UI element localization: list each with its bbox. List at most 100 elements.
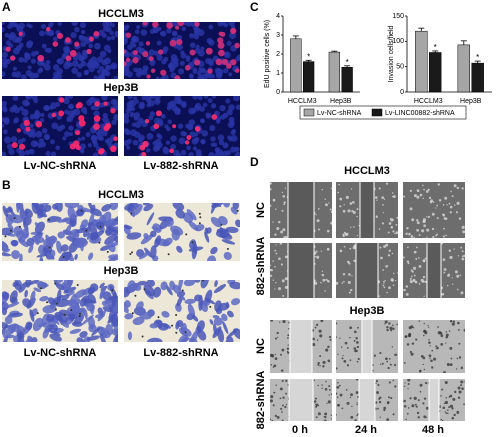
edu-spot [169, 148, 174, 154]
speckle [284, 277, 288, 281]
y-axis-label: EdU positive cells (%) [264, 20, 271, 88]
nucleus [224, 51, 229, 57]
cell [13, 225, 23, 236]
cell [150, 245, 157, 259]
speckle [428, 354, 432, 358]
cell [223, 251, 232, 260]
nucleus [165, 140, 171, 145]
speckle [341, 282, 344, 284]
nucleus [93, 75, 98, 79]
nucleus [15, 37, 22, 44]
nucleus [148, 115, 154, 121]
speckle [339, 337, 341, 339]
micrograph-content [336, 379, 398, 421]
speckle [428, 326, 430, 328]
nucleus [127, 44, 133, 51]
speckle [325, 278, 328, 281]
x-tick-label: HCCLM3 [414, 98, 443, 105]
speckle [442, 204, 445, 206]
nucleus [217, 134, 225, 142]
speckle [391, 252, 394, 255]
micrograph [336, 379, 398, 421]
nucleus [176, 98, 182, 105]
cell [152, 286, 162, 298]
cell [47, 297, 57, 306]
legend-label: Lv-NC-shRNA [317, 110, 362, 117]
speckle [406, 343, 410, 346]
nucleus [189, 73, 194, 78]
speckle [272, 279, 275, 281]
speckle [422, 184, 424, 187]
nucleus [166, 28, 172, 34]
speckle [405, 285, 409, 288]
pore [47, 218, 50, 221]
cell [172, 284, 182, 295]
nucleus [24, 150, 30, 156]
nucleus [124, 128, 130, 134]
speckle [452, 283, 454, 285]
edu-spot [110, 108, 116, 114]
speckle [425, 416, 428, 419]
nucleus [29, 123, 34, 129]
nucleus [212, 142, 218, 147]
speckle [404, 385, 406, 388]
pore [111, 289, 114, 292]
speckle [443, 402, 446, 405]
nucleus [63, 45, 70, 53]
speckle [328, 336, 332, 339]
nucleus [44, 48, 50, 53]
speckle [392, 379, 395, 382]
cell [76, 337, 86, 342]
pore [4, 235, 7, 238]
speckle [405, 418, 407, 421]
speckle [418, 264, 422, 268]
speckle [423, 259, 426, 262]
speckle [423, 415, 427, 419]
cell [204, 231, 210, 243]
speckle [376, 391, 379, 394]
panel-label: B [2, 178, 11, 192]
micrograph [2, 96, 118, 156]
edu-spot [211, 114, 218, 120]
speckle [457, 329, 460, 331]
speckle [446, 284, 449, 287]
cell [107, 311, 118, 324]
speckle [435, 348, 437, 350]
nucleus [93, 110, 100, 117]
speckle [388, 322, 391, 325]
speckle [379, 246, 382, 249]
speckle [444, 196, 448, 200]
wound-gap [289, 379, 313, 421]
nucleus [92, 61, 100, 69]
cell [188, 221, 199, 231]
y-axis-label: Invasion cells/field [388, 25, 395, 82]
nucleus [30, 58, 37, 64]
speckle [409, 350, 412, 354]
nucleus [230, 135, 238, 142]
speckle [315, 214, 317, 216]
speckle [409, 280, 413, 284]
edu-spot [194, 22, 200, 27]
speckle [383, 282, 385, 285]
nucleus [230, 24, 236, 30]
cell [221, 239, 236, 245]
speckle [441, 419, 444, 421]
cell [127, 331, 133, 341]
cell [2, 324, 8, 337]
speckle [351, 275, 353, 277]
nucleus [40, 112, 45, 118]
cell [108, 254, 118, 261]
speckle [326, 229, 330, 233]
cell [161, 310, 170, 318]
nucleus [155, 76, 160, 79]
speckle [389, 363, 392, 366]
micrograph-content [2, 22, 118, 79]
nucleus [112, 99, 118, 106]
speckle [431, 366, 434, 369]
speckle [410, 235, 414, 238]
cell [86, 232, 91, 240]
nucleus [45, 150, 51, 156]
micrograph-content [403, 320, 465, 373]
nucleus [63, 131, 70, 137]
speckle [416, 189, 420, 193]
